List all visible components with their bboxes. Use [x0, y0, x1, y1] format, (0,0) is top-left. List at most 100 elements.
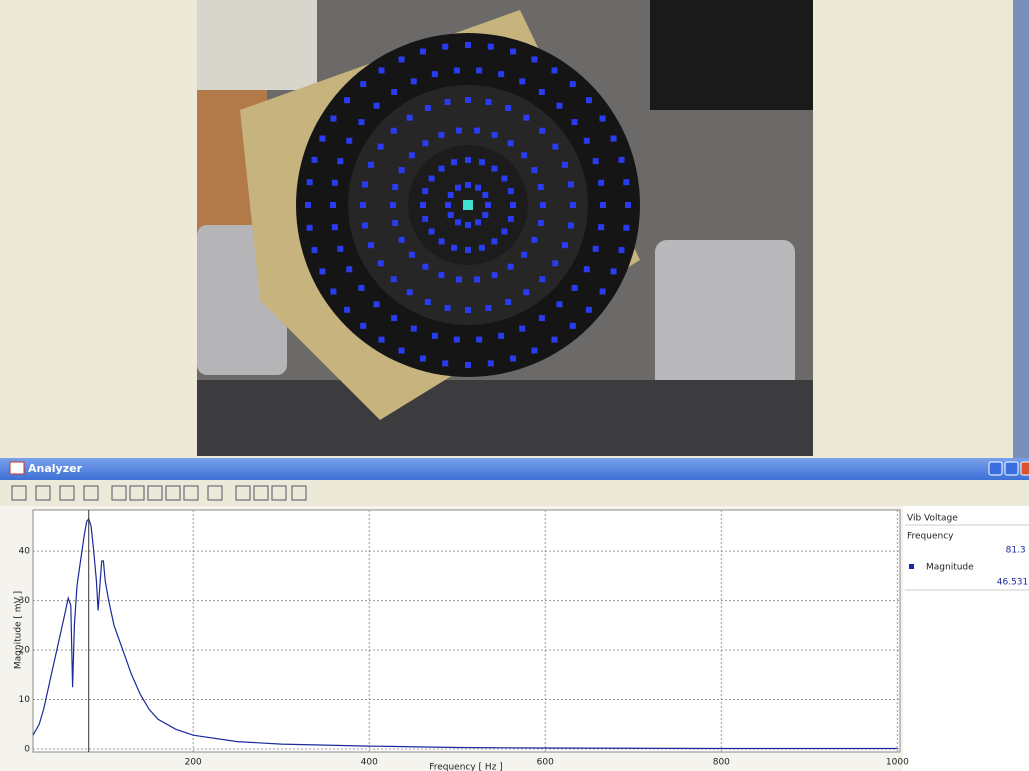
- dot: [562, 162, 568, 168]
- dot: [360, 202, 366, 208]
- dot: [332, 180, 338, 186]
- dot: [552, 144, 558, 150]
- dot: [422, 188, 428, 194]
- dot: [623, 179, 629, 185]
- dot: [465, 42, 471, 48]
- dot: [465, 362, 471, 368]
- dot: [374, 301, 380, 307]
- toolbar: [0, 480, 1029, 506]
- dot: [491, 238, 497, 244]
- dot: [593, 246, 599, 252]
- dot: [586, 97, 592, 103]
- dot: [378, 67, 384, 73]
- dot: [531, 348, 537, 354]
- dot: [429, 176, 435, 182]
- dot: [539, 128, 545, 134]
- plot-area: [33, 510, 900, 752]
- dot: [422, 216, 428, 222]
- dot: [422, 264, 428, 270]
- dot: [492, 132, 498, 138]
- dot: [319, 268, 325, 274]
- dot: [539, 315, 545, 321]
- dot: [451, 159, 457, 165]
- panel-value: 46.531 mV: [997, 578, 1029, 588]
- dot: [445, 99, 451, 105]
- dot: [409, 152, 415, 158]
- y-tick-label: 0: [24, 745, 30, 755]
- dot: [611, 136, 617, 142]
- x-tick-label: 800: [713, 758, 730, 768]
- dot: [505, 105, 511, 111]
- dot: [482, 212, 488, 218]
- dot: [531, 56, 537, 62]
- dot: [358, 119, 364, 125]
- dot: [439, 238, 445, 244]
- dot: [455, 185, 461, 191]
- dot: [598, 224, 604, 230]
- minimize-button[interactable]: [989, 462, 1002, 475]
- y-tick-label: 20: [19, 646, 31, 656]
- dot: [337, 246, 343, 252]
- dot: [438, 132, 444, 138]
- dot: [568, 222, 574, 228]
- dot: [422, 140, 428, 146]
- dot: [510, 356, 516, 362]
- dot: [479, 159, 485, 165]
- dot: [346, 266, 352, 272]
- dot: [392, 220, 398, 226]
- dot: [538, 184, 544, 190]
- dot: [319, 136, 325, 142]
- dot: [584, 266, 590, 272]
- dot: [399, 348, 405, 354]
- dot: [491, 166, 497, 172]
- dot: [411, 326, 417, 332]
- dot: [407, 115, 413, 121]
- dot: [391, 89, 397, 95]
- dot: [619, 157, 625, 163]
- dot: [498, 71, 504, 77]
- dot: [432, 333, 438, 339]
- dot: [539, 276, 545, 282]
- dot: [540, 202, 546, 208]
- close-button[interactable]: [1021, 462, 1029, 475]
- center-marker: [463, 200, 473, 210]
- dot: [600, 289, 606, 295]
- dot: [378, 337, 384, 343]
- dot: [465, 247, 471, 253]
- dot: [358, 285, 364, 291]
- dot: [307, 179, 313, 185]
- dot: [510, 202, 516, 208]
- dot: [390, 202, 396, 208]
- dot: [476, 337, 482, 343]
- title-bar: [0, 458, 1029, 480]
- y-tick-label: 30: [19, 596, 31, 606]
- dot: [479, 245, 485, 251]
- dot: [330, 289, 336, 295]
- dot: [330, 115, 336, 121]
- dot: [392, 184, 398, 190]
- dot: [465, 222, 471, 228]
- dot: [307, 225, 313, 231]
- dot: [505, 299, 511, 305]
- dot: [508, 188, 514, 194]
- maximize-button[interactable]: [1005, 462, 1018, 475]
- dot: [475, 219, 481, 225]
- dot: [409, 252, 415, 258]
- dot: [570, 81, 576, 87]
- dot: [399, 237, 405, 243]
- dot: [391, 128, 397, 134]
- dot: [465, 307, 471, 313]
- dot: [519, 326, 525, 332]
- dot: [448, 192, 454, 198]
- dot: [465, 182, 471, 188]
- dot: [362, 182, 368, 188]
- dot: [519, 78, 525, 84]
- dot: [438, 272, 444, 278]
- dot: [611, 268, 617, 274]
- dot: [556, 103, 562, 109]
- dot: [485, 99, 491, 105]
- dot: [625, 202, 631, 208]
- dot: [498, 333, 504, 339]
- dot: [391, 315, 397, 321]
- dot: [598, 180, 604, 186]
